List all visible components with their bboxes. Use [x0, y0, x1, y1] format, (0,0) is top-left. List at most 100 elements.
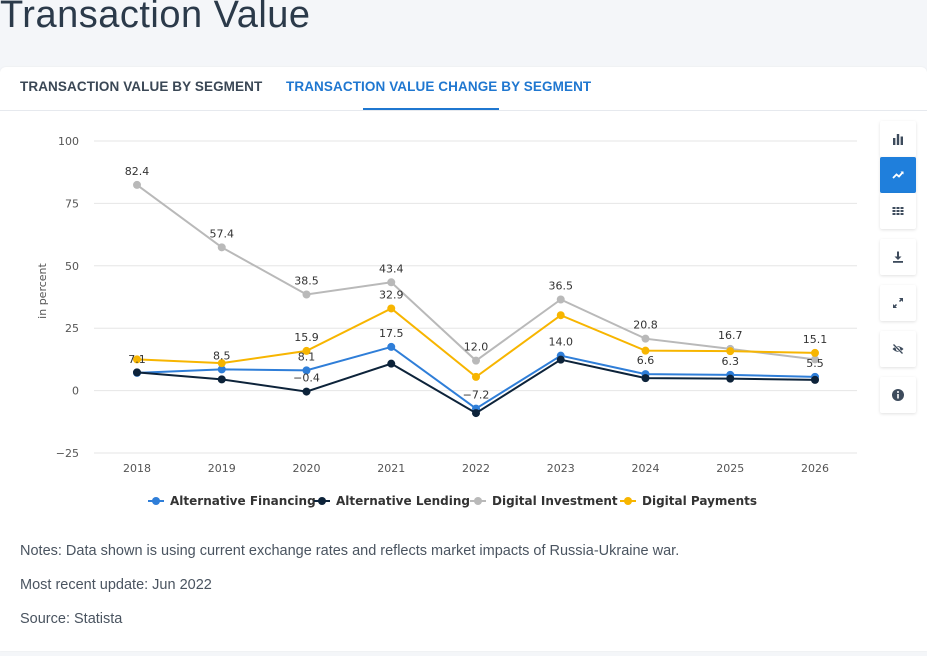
y-tick-label: 50: [65, 260, 79, 273]
chart-card: TRANSACTION VALUE BY SEGMENT TRANSACTION…: [0, 67, 927, 651]
legend-item-digital-payments: Digital Payments: [642, 494, 757, 508]
data-point-alternative-lending: [726, 374, 735, 383]
data-label: 8.1: [298, 350, 316, 363]
data-point-alternative-lending: [556, 355, 565, 364]
y-tick-label: −25: [56, 447, 79, 460]
chart-series: [133, 180, 819, 418]
tab-transaction-value-change-by-segment[interactable]: TRANSACTION VALUE CHANGE BY SEGMENT: [286, 79, 592, 94]
bar-chart-button[interactable]: [880, 121, 916, 157]
data-label: 20.8: [633, 319, 658, 332]
data-point-digital-investment: [133, 180, 141, 189]
data-point-alternative-financing: [217, 365, 226, 374]
x-axis: 2018 2019 2020 2021 2022 2023 2024 2025 2026: [123, 462, 829, 475]
x-tick-label: 2019: [208, 462, 236, 475]
hide-icon: [892, 343, 904, 355]
table-icon: [892, 207, 904, 215]
x-tick-label: 2024: [632, 462, 660, 475]
x-tick-label: 2021: [377, 462, 405, 475]
data-label: 6.6: [637, 354, 655, 367]
data-point-digital-investment: [387, 278, 396, 287]
data-label: 15.1: [803, 333, 828, 346]
line-chart: −25 0 25 50 75 100 in percent 2018 2019 2020 2021…: [36, 135, 857, 508]
data-labels: 7.1 8.5 8.1 17.5 −7.2 14.0 6.6 6.3 5.5 −0.4 82.4 57…: [125, 165, 828, 402]
legend-marker-digital-investment: [474, 497, 482, 505]
data-point-digital-investment: [217, 243, 226, 252]
legend-item-alternative-lending: Alternative Lending: [336, 494, 470, 508]
x-tick-label: 2018: [123, 462, 151, 475]
data-point-alternative-lending: [472, 409, 480, 418]
data-point-alternative-lending: [387, 359, 396, 368]
data-label: 8.5: [213, 349, 231, 362]
download-icon: [893, 251, 903, 263]
x-tick-label: 2020: [293, 462, 321, 475]
line-chart-icon: [892, 171, 904, 179]
data-label: 82.4: [125, 165, 150, 178]
data-label: 15.9: [294, 331, 319, 344]
data-point-digital-payments: [133, 355, 141, 364]
info-icon: [892, 389, 904, 401]
data-label: 6.3: [722, 355, 740, 368]
y-axis-title: in percent: [36, 262, 49, 318]
line-chart-button[interactable]: [880, 157, 916, 193]
data-point-digital-investment: [811, 355, 819, 364]
table-button[interactable]: [880, 193, 916, 229]
legend-marker-alternative-financing: [152, 497, 160, 505]
tab-bar: TRANSACTION VALUE BY SEGMENT TRANSACTION…: [0, 67, 927, 111]
fullscreen-button[interactable]: [880, 285, 916, 321]
data-label: 36.5: [549, 279, 574, 292]
chart-legend: Alternative Financing Alternative Lending…: [148, 494, 757, 508]
data-point-alternative-lending: [302, 387, 311, 396]
y-tick-label: 0: [72, 385, 79, 398]
data-point-digital-investment: [472, 356, 480, 365]
info-button[interactable]: [880, 377, 916, 413]
data-point-digital-payments: [641, 346, 650, 355]
legend-item-alternative-financing: Alternative Financing: [170, 494, 316, 508]
data-label: −0.4: [293, 372, 320, 385]
data-point-alternative-financing: [387, 342, 396, 351]
expand-icon: [893, 298, 903, 308]
data-label: −7.2: [463, 389, 490, 402]
legend-marker-alternative-lending: [318, 497, 326, 505]
hide-button[interactable]: [880, 331, 916, 367]
data-point-digital-payments: [302, 346, 311, 355]
data-point-digital-investment: [641, 334, 650, 343]
x-tick-label: 2022: [462, 462, 490, 475]
data-point-digital-investment: [556, 295, 565, 304]
y-axis: −25 0 25 50 75 100 in percent: [36, 135, 79, 460]
data-point-digital-payments: [556, 311, 565, 320]
x-tick-label: 2025: [716, 462, 744, 475]
y-tick-label: 25: [65, 322, 79, 335]
chart-source: Source: Statista: [20, 611, 123, 627]
data-point-digital-payments: [726, 347, 735, 356]
chart-grid: [94, 140, 857, 454]
chart-update-date: Most recent update: Jun 2022: [20, 577, 212, 593]
data-point-digital-payments: [811, 348, 819, 357]
chart-area: −25 0 25 50 75 100 in percent 2018 2019 2020 2021…: [0, 67, 927, 651]
data-point-digital-payments: [217, 359, 226, 368]
y-tick-label: 75: [65, 197, 79, 210]
chart-note: Notes: Data shown is using current excha…: [20, 543, 680, 559]
data-point-digital-payments: [387, 304, 396, 313]
data-point-alternative-lending: [641, 374, 650, 383]
data-point-alternative-lending: [811, 375, 819, 384]
active-tab-indicator: [363, 108, 499, 110]
data-label: 12.0: [464, 341, 489, 354]
data-label: 7.1: [128, 353, 146, 366]
data-point-digital-investment: [302, 290, 311, 299]
bar-chart-icon: [893, 134, 903, 145]
data-label: 38.5: [294, 275, 319, 288]
data-label: 43.4: [379, 262, 404, 275]
tab-transaction-value-by-segment[interactable]: TRANSACTION VALUE BY SEGMENT: [20, 79, 263, 94]
legend-marker-digital-payments: [624, 497, 632, 505]
page-title: Transaction Value: [0, 0, 311, 36]
data-label: 17.5: [379, 327, 404, 340]
data-point-alternative-lending: [133, 368, 141, 377]
data-label: 32.9: [379, 288, 404, 301]
download-button[interactable]: [880, 239, 916, 275]
x-tick-label: 2023: [547, 462, 575, 475]
data-point-alternative-lending: [217, 375, 226, 384]
series-line-digital-investment: [136, 184, 816, 362]
legend-item-digital-investment: Digital Investment: [492, 494, 618, 508]
data-point-digital-payments: [472, 372, 480, 381]
data-label: 5.5: [806, 357, 824, 370]
